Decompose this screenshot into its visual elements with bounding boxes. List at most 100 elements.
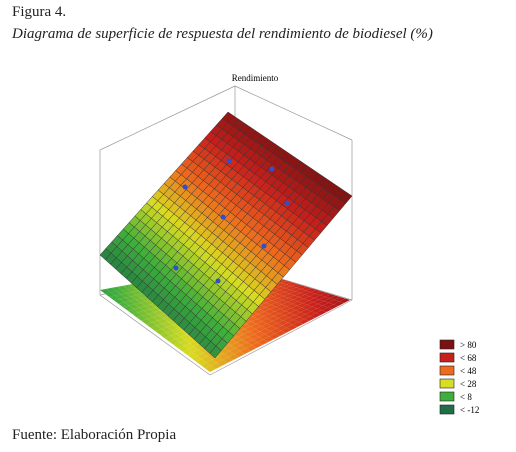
surface-cell [168, 338, 180, 345]
surface-cell [246, 345, 257, 351]
surface-cell [256, 321, 268, 327]
surface-cell [151, 320, 162, 326]
surface-cell [285, 308, 297, 313]
surface-cell [296, 285, 307, 290]
surface-cell [294, 293, 305, 298]
surface-cell [318, 301, 329, 306]
surface-cell [287, 299, 299, 304]
surface-cell [183, 343, 195, 349]
surface-cell [175, 331, 187, 337]
chart-title: Diagrama de superficie de respuesta del … [12, 26, 433, 42]
surface-cell [314, 295, 326, 300]
surface-cell [126, 292, 137, 297]
surface-cell [288, 295, 300, 300]
surface-cell [293, 297, 304, 302]
surface-cell [280, 288, 291, 292]
surface-cell [275, 330, 286, 336]
surface-cell [281, 281, 293, 285]
surface-cell [274, 290, 285, 295]
surface-cell [171, 328, 182, 334]
surface-cell [310, 313, 321, 318]
legend-label: > 80 [460, 340, 477, 350]
surface-cell [142, 313, 153, 319]
surface-cell [248, 334, 259, 340]
surface-cell [191, 355, 203, 362]
surface-cell [291, 283, 303, 288]
surface-cell [257, 339, 269, 345]
surface-cell [329, 295, 341, 300]
surface-cell [308, 297, 320, 303]
surface-cell [290, 287, 302, 292]
surface-cell [277, 279, 288, 283]
surface-cell [269, 288, 281, 293]
surface-cell [217, 359, 228, 366]
surface-cell [284, 312, 295, 318]
surface-cell [109, 295, 120, 301]
surface-cell [226, 339, 237, 346]
surface-cell [307, 302, 319, 307]
surface-cell [144, 304, 155, 310]
surface-cell [166, 324, 177, 331]
surface-cell [229, 348, 241, 354]
surface-cell [238, 334, 249, 340]
surface-cell [184, 337, 196, 344]
surface-cell [134, 302, 145, 308]
surface-cell [270, 306, 281, 312]
surface-cell [291, 305, 302, 311]
surface-cell [298, 318, 310, 324]
surface-cell [286, 324, 298, 330]
surface-cell [114, 294, 126, 299]
surface-cell [242, 336, 254, 343]
surface-cell [269, 333, 280, 339]
surface-cell [303, 296, 315, 301]
surface-cell [277, 320, 289, 326]
surface-cell [188, 346, 199, 353]
surface-cell [146, 317, 158, 323]
surface-cell [135, 298, 146, 303]
surface-cell [121, 288, 132, 294]
surface-cell [212, 356, 223, 363]
surface-cell [271, 323, 283, 329]
surface-cell [257, 316, 269, 322]
surface-cell [123, 300, 135, 306]
surface-cell [132, 312, 143, 318]
legend-swatch [439, 391, 455, 402]
surface-cell [246, 321, 257, 327]
surface-cell [243, 331, 255, 337]
surface-cell [261, 323, 272, 329]
surface-cell [100, 288, 111, 294]
legend-swatch [439, 352, 455, 363]
surface-cell [234, 351, 245, 357]
surface-cell [205, 365, 216, 372]
surface-cell [265, 325, 277, 332]
surface-cell [206, 359, 218, 366]
surface-cell [281, 327, 292, 333]
surface-cell [150, 325, 161, 331]
surface-cell [272, 318, 284, 324]
surface-cell [272, 298, 283, 303]
surface-cell [292, 301, 303, 306]
legend-label: < 28 [460, 379, 477, 389]
surface-cell [129, 299, 140, 305]
surface-cell [120, 293, 131, 298]
surface-cell [219, 347, 230, 354]
surface-cell [145, 322, 157, 328]
surface-cell [313, 299, 325, 304]
surface-cell [104, 292, 115, 297]
surface-cell [145, 299, 156, 305]
surface-cell [324, 298, 335, 303]
surface-cell [252, 314, 264, 319]
surface-cell [267, 296, 279, 301]
surface-cell [127, 308, 138, 314]
surface-cell [288, 319, 299, 325]
surface-cell [200, 362, 212, 369]
surface-cell [161, 321, 173, 327]
surface-cell [310, 289, 322, 294]
surface-cell [240, 348, 251, 354]
surface-cell [298, 298, 309, 304]
surface-cell [156, 323, 167, 329]
surface-cell [143, 309, 154, 314]
surface-cell [258, 311, 270, 317]
surface-cell [254, 331, 265, 337]
surface-cell [222, 356, 234, 363]
